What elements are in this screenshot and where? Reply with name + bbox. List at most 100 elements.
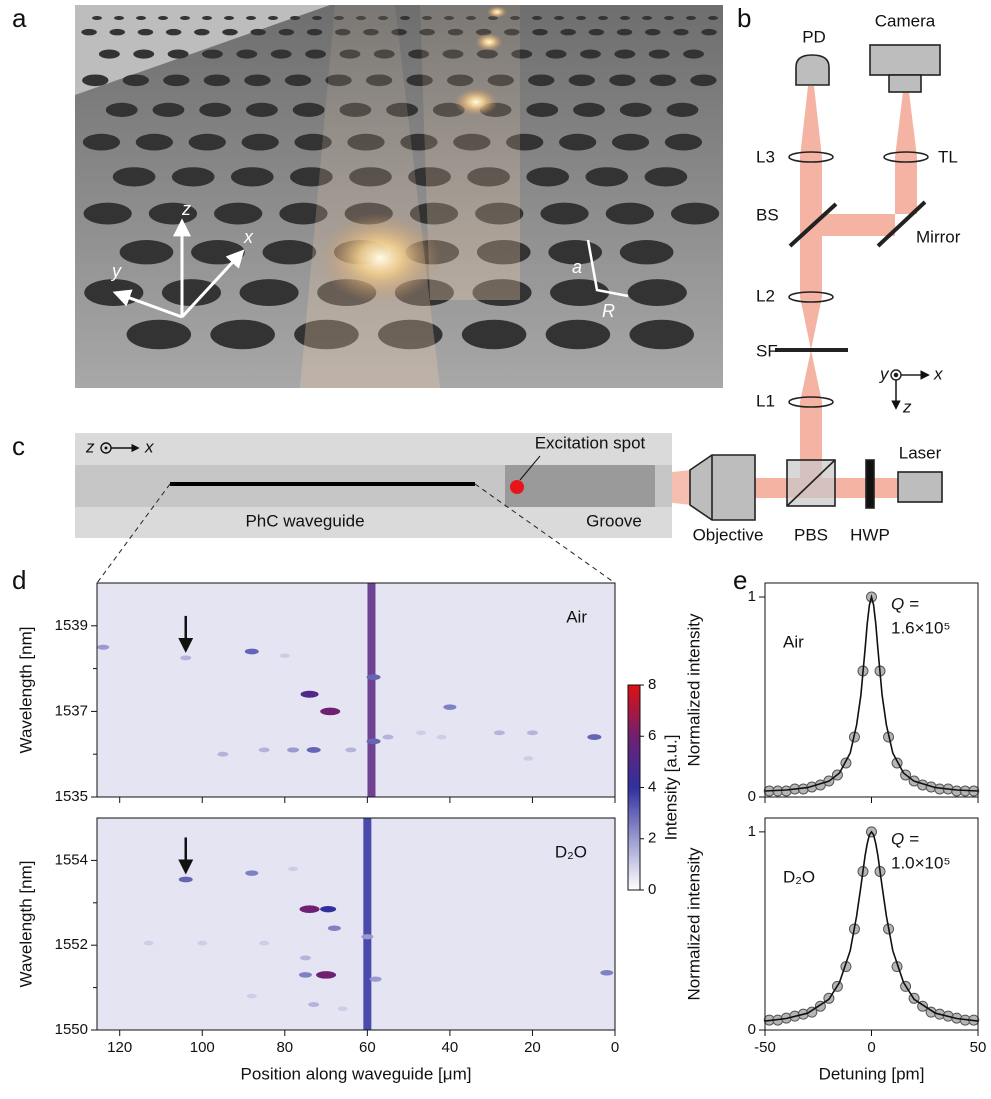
spot [259, 940, 270, 946]
streak [367, 583, 376, 797]
spot [320, 905, 337, 913]
spot [416, 730, 427, 736]
y-axis-label: Normalized intensity [684, 613, 703, 767]
hole [686, 16, 696, 20]
hole [400, 16, 410, 20]
hole [645, 28, 661, 36]
x-axis-label: Position along waveguide [μm] [241, 1064, 472, 1083]
hole [649, 74, 677, 87]
q-label: Q = [891, 594, 919, 613]
hole [105, 102, 138, 117]
hole [270, 49, 292, 59]
hole [585, 167, 629, 187]
hole [210, 319, 275, 350]
annotation: D₂O [783, 867, 815, 886]
plot-frame [764, 582, 979, 798]
colorbar-label: Intensity [a.u.] [661, 735, 680, 841]
spot [97, 644, 110, 650]
hole [664, 133, 703, 151]
spot [369, 976, 382, 982]
spot [244, 648, 259, 655]
component-label: Objective [693, 525, 764, 544]
axis-label: z [85, 437, 95, 456]
hole [224, 16, 234, 20]
hole [114, 16, 124, 20]
spot [279, 653, 290, 659]
y-axis-label: Wavelength [nm] [16, 627, 35, 754]
hole [673, 28, 689, 36]
streak [363, 818, 372, 1030]
y-tick-label: 1552 [55, 936, 88, 953]
x-tick-label: 60 [359, 1039, 376, 1056]
hole [619, 102, 652, 117]
spot [366, 738, 381, 745]
q-label: Q = [891, 829, 919, 848]
x-axis-label: Detuning [pm] [819, 1064, 925, 1083]
hole [246, 102, 278, 117]
hole [188, 133, 226, 151]
y-tick-label: 1550 [55, 1021, 88, 1038]
spot [316, 971, 337, 979]
hole [230, 167, 274, 187]
spot [327, 925, 341, 931]
hole [690, 74, 717, 87]
hole [619, 240, 674, 265]
component-label: HWP [850, 525, 890, 544]
hole [532, 28, 548, 36]
y-tick-label: 0 [748, 788, 756, 805]
hole [112, 167, 156, 187]
hole [239, 279, 299, 307]
spot [337, 1006, 348, 1012]
plot-frame [96, 817, 616, 1031]
hole [163, 74, 190, 87]
axis-label: z [902, 397, 912, 416]
plot-frame [764, 817, 979, 1031]
spot [600, 970, 614, 976]
hole [81, 28, 97, 36]
x-tick-label: 50 [970, 1039, 987, 1056]
panel-label: a [12, 3, 27, 33]
hole [550, 279, 610, 307]
panel-label: e [733, 565, 747, 595]
hole [133, 49, 155, 59]
x-tick-label: 0 [611, 1039, 619, 1056]
colorbar-tick-label: 0 [648, 881, 656, 898]
x-tick-label: 80 [276, 1039, 293, 1056]
spot [299, 905, 320, 913]
hole [642, 16, 652, 20]
colorbar-tick-label: 2 [648, 830, 656, 847]
hole [203, 74, 231, 87]
hole [165, 28, 182, 36]
x-tick-label: 0 [867, 1039, 875, 1056]
hole [708, 16, 718, 20]
spot [493, 730, 505, 736]
x-tick-label: 20 [524, 1039, 541, 1056]
spot [300, 690, 319, 698]
spot [178, 876, 193, 883]
hole [244, 74, 271, 87]
colorbar [627, 684, 641, 891]
spot [298, 972, 312, 978]
hole [614, 49, 636, 59]
hole [262, 240, 317, 265]
hole [671, 202, 720, 225]
hole [554, 16, 564, 20]
fit-curve [764, 593, 979, 792]
spot [382, 734, 394, 740]
spot [523, 756, 534, 761]
spot [143, 940, 154, 946]
hole [236, 49, 258, 59]
y-tick-label: 0 [748, 1021, 756, 1038]
hole [135, 133, 173, 151]
hole [305, 49, 326, 59]
y-tick-label: 1 [748, 588, 756, 605]
axis-label: y [879, 364, 890, 383]
hole [250, 28, 266, 36]
spot [288, 866, 299, 872]
annotation: Air [783, 632, 804, 651]
axis-label: z [181, 199, 191, 219]
y-tick-label: 1537 [55, 702, 88, 719]
plot-background [97, 818, 615, 1030]
axis-label: y [110, 261, 122, 281]
